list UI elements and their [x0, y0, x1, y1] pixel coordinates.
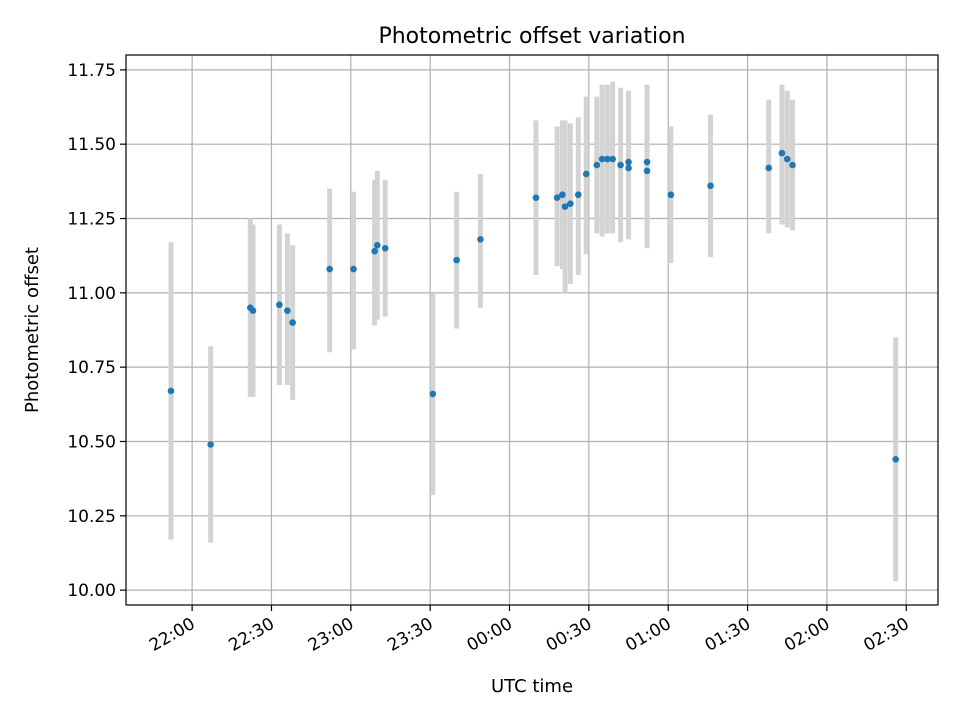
data-point	[707, 182, 714, 190]
data-point	[284, 307, 291, 314]
data-point	[574, 191, 582, 199]
data-point	[567, 200, 574, 207]
data-point	[249, 307, 257, 314]
data-point	[604, 155, 611, 163]
data-point	[593, 161, 601, 169]
y-axis: 10.00 10.25 10.50 10.75 11.00 11.25 11.50 11.75	[67, 61, 126, 601]
x-axis-label: UTC time	[491, 676, 573, 697]
data-points	[167, 149, 899, 463]
data-point	[783, 155, 791, 163]
data-point	[167, 387, 175, 395]
chart-title: Photometric offset variation	[378, 24, 685, 49]
data-point	[532, 194, 540, 202]
data-point	[373, 241, 381, 249]
data-point	[617, 161, 624, 169]
y-tick-label: 10.00	[67, 581, 116, 601]
plot-frame	[125, 54, 939, 606]
data-point	[643, 158, 651, 166]
data-point	[477, 236, 484, 243]
data-point	[765, 164, 773, 172]
data-point	[326, 265, 333, 273]
data-point	[559, 191, 566, 199]
data-point	[667, 191, 675, 199]
data-point	[892, 456, 899, 463]
data-point	[453, 256, 460, 264]
y-tick-label: 11.50	[67, 135, 116, 155]
data-point	[561, 203, 569, 210]
y-tick-label: 10.75	[67, 358, 116, 378]
data-point	[429, 390, 437, 398]
data-point	[289, 319, 296, 326]
y-tick-label: 11.00	[67, 284, 116, 304]
data-point	[381, 244, 389, 252]
data-point	[609, 155, 616, 163]
y-tick-label: 11.25	[67, 210, 116, 230]
data-point	[625, 158, 632, 166]
data-point	[789, 161, 796, 169]
data-point	[598, 155, 606, 163]
data-point	[276, 301, 283, 309]
y-tick-label: 10.50	[67, 432, 116, 452]
data-point	[625, 164, 632, 172]
y-tick-label: 11.75	[67, 61, 116, 81]
grid	[126, 55, 938, 605]
data-point	[778, 149, 786, 157]
data-point	[643, 167, 651, 175]
data-point	[553, 194, 561, 202]
data-point	[371, 247, 378, 255]
data-point	[207, 441, 214, 448]
y-tick-label: 10.25	[67, 507, 116, 527]
data-point	[582, 170, 590, 178]
data-point	[350, 265, 357, 273]
y-axis-label: Photometric offset	[22, 247, 43, 413]
